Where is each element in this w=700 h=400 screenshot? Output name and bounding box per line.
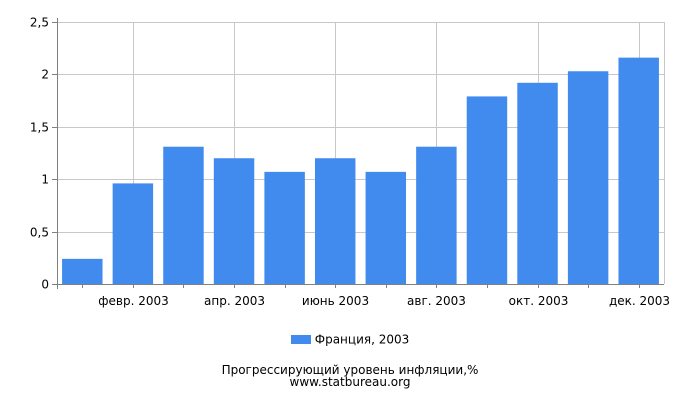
bar — [213, 158, 255, 284]
caption-title: Прогрессирующий уровень инфляции,% — [221, 363, 479, 377]
bar — [466, 96, 508, 285]
bar-chart: 0 0,5 1 1,5 2 2,5 февр. 2003 апр. 2003 июнь 2003… — [30, 16, 670, 309]
bar — [365, 171, 407, 284]
y-tick-label: 0,5 — [30, 226, 49, 240]
caption-source: www.statbureau.org — [289, 375, 411, 389]
x-tick-label: авг. 2003 — [407, 294, 466, 308]
y-tick-label: 1,5 — [30, 121, 49, 135]
bar — [112, 183, 154, 284]
chart-caption: Прогрессирующий уровень инфляции,% www.s… — [0, 364, 700, 388]
y-tick-label: 2,5 — [30, 16, 49, 30]
y-tick-label: 1 — [41, 173, 49, 187]
x-tick-label: апр. 2003 — [204, 294, 265, 308]
legend-swatch — [290, 335, 311, 344]
x-tick-label: окт. 2003 — [509, 294, 569, 308]
bar — [416, 146, 457, 284]
bar — [62, 258, 103, 284]
legend: Франция, 2003 — [0, 332, 700, 347]
bar — [314, 158, 356, 284]
bar — [264, 171, 305, 284]
y-tick-label: 0 — [41, 278, 49, 292]
legend-label: Франция, 2003 — [314, 332, 410, 347]
bar — [517, 82, 558, 284]
bar — [618, 57, 659, 284]
x-tick-label: дек. 2003 — [609, 294, 670, 308]
y-tick-label: 2 — [41, 68, 49, 82]
x-tick-label: июнь 2003 — [302, 294, 369, 308]
x-tick-label: февр. 2003 — [98, 294, 169, 308]
bar — [163, 146, 204, 284]
bar — [567, 71, 609, 284]
